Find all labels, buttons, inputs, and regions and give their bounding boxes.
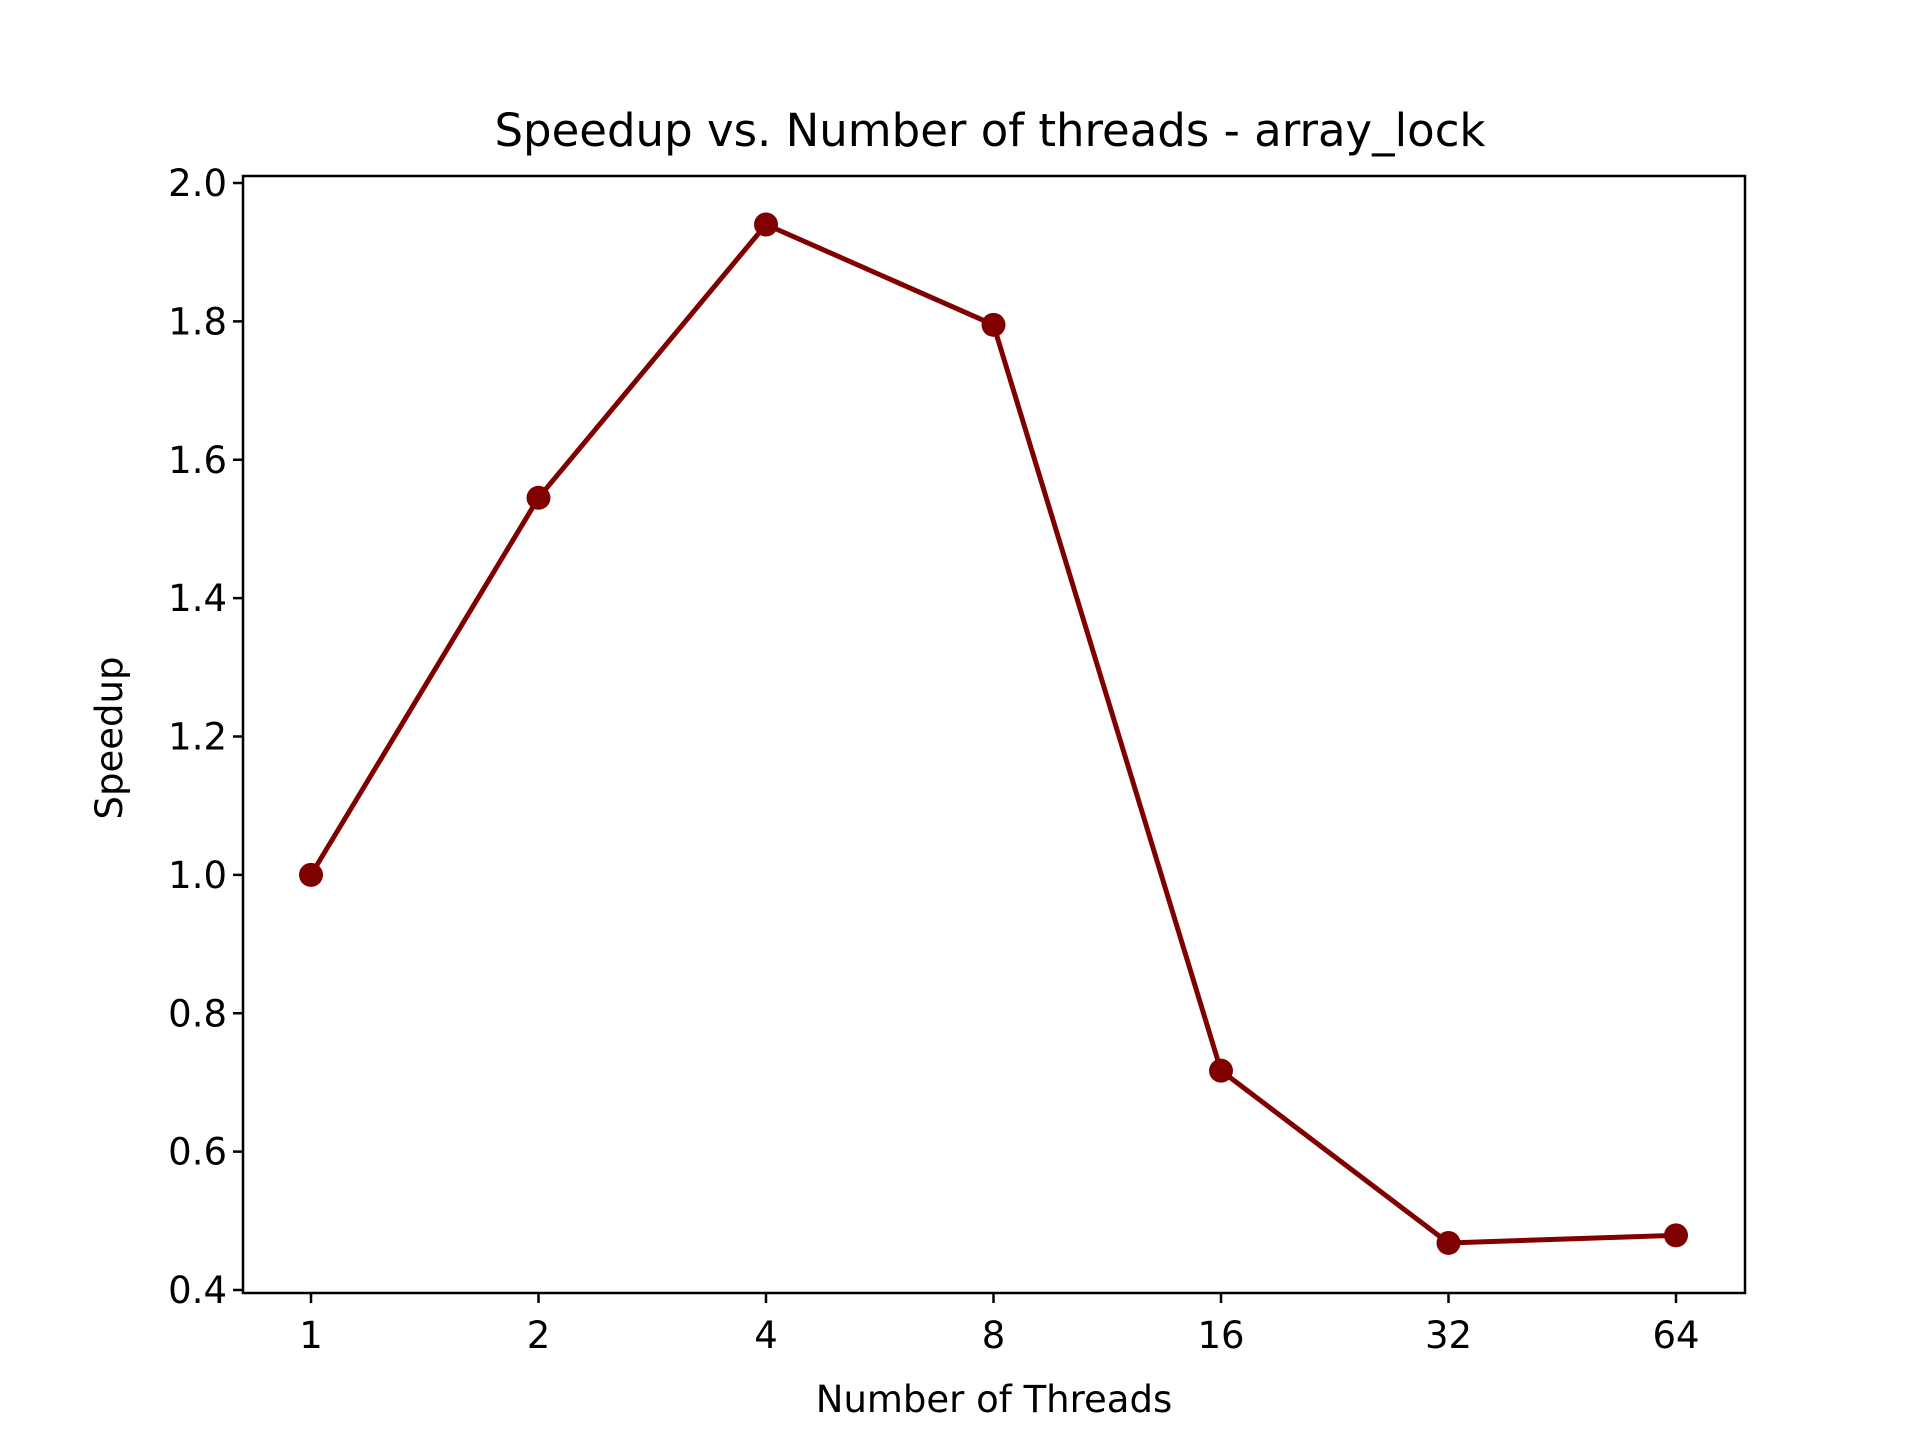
- x-tick-label: 64: [1652, 1314, 1699, 1357]
- y-tick-label: 0.6: [168, 1131, 227, 1174]
- x-tick-label: 4: [754, 1314, 778, 1357]
- y-axis: 0.4 0.6 0.8 1.0 1.2 1.4 1.6 1.8 2.0: [168, 162, 243, 1312]
- y-axis-label: Speedup: [88, 657, 131, 820]
- x-tick-label: 16: [1197, 1314, 1244, 1357]
- data-point: [1209, 1058, 1233, 1083]
- y-tick-label: 1.8: [168, 300, 227, 343]
- y-tick-label: 0.4: [168, 1269, 227, 1312]
- y-tick-label: 1.2: [168, 716, 227, 759]
- x-tick-label: 2: [527, 1314, 551, 1357]
- x-axis-label: Number of Threads: [816, 1378, 1172, 1421]
- plot-series: [299, 212, 1688, 1255]
- data-point: [526, 485, 551, 510]
- x-tick-label: 32: [1425, 1314, 1472, 1357]
- y-tick-label: 2.0: [168, 162, 227, 205]
- data-point: [1436, 1230, 1461, 1255]
- y-tick-label: 1.4: [168, 577, 227, 620]
- y-tick-label: 1.0: [168, 854, 227, 897]
- chart-title: Speedup vs. Number of threads - array_lo…: [494, 104, 1485, 157]
- data-point: [981, 312, 1006, 337]
- x-tick-label: 1: [299, 1314, 323, 1357]
- data-point: [1664, 1223, 1688, 1248]
- x-axis: 1 2 4 8 16 32 64: [299, 1293, 1700, 1357]
- data-point: [299, 862, 323, 887]
- plot-frame: [241, 174, 1747, 1295]
- y-tick-label: 0.8: [168, 992, 227, 1035]
- x-tick-label: 8: [982, 1314, 1006, 1357]
- y-tick-label: 1.6: [168, 439, 227, 482]
- data-point: [754, 212, 778, 237]
